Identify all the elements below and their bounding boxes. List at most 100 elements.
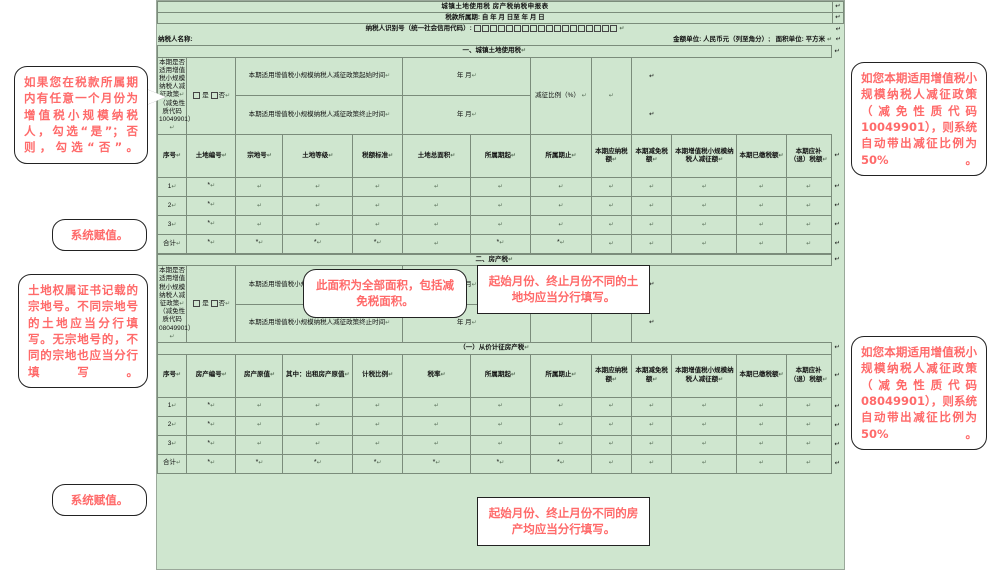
cell[interactable]: ↵ — [630, 415, 673, 436]
cell[interactable]: ↵ — [590, 434, 632, 455]
cell[interactable]: ↵ — [402, 434, 471, 455]
cell[interactable]: ↵ — [590, 176, 632, 197]
cell[interactable]: ↵ — [785, 415, 832, 436]
checkbox-yes[interactable] — [192, 91, 200, 99]
taxpayer-id-box[interactable] — [530, 25, 538, 33]
cell[interactable]: ↵ — [469, 195, 532, 216]
taxpayer-id-box[interactable] — [538, 25, 546, 33]
cell[interactable]: ↵ — [530, 434, 592, 455]
cell[interactable]: ↵ — [351, 434, 404, 455]
cell[interactable]: ↵ — [402, 195, 471, 216]
taxpayer-id-box[interactable] — [482, 25, 490, 33]
reduction-ratio-value[interactable]: ↵ — [590, 56, 632, 135]
cell[interactable]: ↵ — [785, 434, 832, 455]
cell[interactable]: ↵ — [469, 176, 532, 197]
cell[interactable]: ↵ — [469, 396, 532, 417]
cell[interactable]: ↵ — [671, 176, 738, 197]
taxpayer-id-box[interactable] — [602, 25, 610, 33]
taxpayer-id-box[interactable] — [570, 25, 578, 33]
cell[interactable]: ↵ — [351, 396, 404, 417]
cell[interactable]: ↵ — [530, 415, 592, 436]
cell[interactable]: ↵ — [785, 214, 832, 235]
cell[interactable]: ↵ — [469, 415, 532, 436]
cell[interactable]: ↵ — [235, 415, 284, 436]
taxpayer-id-box[interactable] — [586, 25, 594, 33]
cell[interactable]: ↵ — [282, 214, 353, 235]
cell[interactable]: ↵ — [736, 415, 787, 436]
taxpayer-id-box[interactable] — [506, 25, 514, 33]
cell[interactable]: ↵ — [282, 434, 353, 455]
taxpayer-id-box[interactable] — [490, 25, 498, 33]
cell[interactable]: ↵ — [235, 176, 284, 197]
cell[interactable]: ↵ — [785, 195, 832, 216]
cell[interactable]: ↵ — [282, 396, 353, 417]
checkbox-no[interactable] — [211, 91, 219, 99]
taxpayer-id-box[interactable] — [546, 25, 554, 33]
cell[interactable]: ↵ — [590, 214, 632, 235]
cell[interactable]: ↵ — [235, 195, 284, 216]
cell[interactable]: ↵ — [785, 396, 832, 417]
cell[interactable]: ↵ — [351, 214, 404, 235]
cell[interactable]: ↵ — [671, 214, 738, 235]
cell[interactable]: ↵ — [630, 434, 673, 455]
taxpayer-id-box[interactable] — [474, 25, 482, 33]
taxpayer-id-box[interactable] — [514, 25, 522, 33]
policy-choice[interactable]: 是 否↵ — [186, 56, 237, 135]
cell[interactable]: ↵ — [736, 214, 787, 235]
cell[interactable]: ↵ — [530, 176, 592, 197]
checkbox-yes[interactable] — [192, 299, 200, 307]
taxpayer-id-box[interactable] — [554, 25, 562, 33]
taxpayer-id-box[interactable] — [578, 25, 586, 33]
cell[interactable]: ↵ — [590, 415, 632, 436]
cell[interactable]: *↵ — [186, 434, 237, 455]
cell[interactable]: ↵ — [351, 415, 404, 436]
cell[interactable]: *↵ — [186, 214, 237, 235]
taxpayer-id-box[interactable] — [610, 25, 618, 33]
policy-choice[interactable]: 是 否↵ — [186, 265, 237, 344]
cell[interactable]: ↵ — [736, 434, 787, 455]
cell[interactable]: ↵ — [590, 396, 632, 417]
cell[interactable]: ↵ — [469, 434, 532, 455]
cell[interactable]: ↵ — [630, 195, 673, 216]
cell[interactable]: ↵ — [630, 214, 673, 235]
cell[interactable]: ↵ — [351, 195, 404, 216]
cell[interactable]: *↵ — [186, 396, 237, 417]
cell[interactable]: ↵ — [530, 396, 592, 417]
taxpayer-id-boxes[interactable] — [474, 25, 618, 33]
taxpayer-id-box[interactable] — [522, 25, 530, 33]
cell[interactable]: ↵ — [282, 195, 353, 216]
cell[interactable]: ↵ — [671, 415, 738, 436]
cell[interactable]: ↵ — [785, 176, 832, 197]
cell[interactable]: ↵ — [736, 195, 787, 216]
cell[interactable]: ↵ — [630, 176, 673, 197]
cell[interactable]: ↵ — [590, 195, 632, 216]
cell[interactable]: ↵ — [530, 195, 592, 216]
cell[interactable]: ↵ — [402, 176, 471, 197]
taxpayer-id-box[interactable] — [498, 25, 506, 33]
cell[interactable]: ↵ — [530, 214, 592, 235]
cell[interactable]: *↵ — [186, 195, 237, 216]
taxpayer-id-box[interactable] — [562, 25, 570, 33]
taxpayer-id-box[interactable] — [594, 25, 602, 33]
cell[interactable]: ↵ — [671, 396, 738, 417]
checkbox-no[interactable] — [211, 299, 219, 307]
cell[interactable]: ↵ — [671, 195, 738, 216]
policy-end-value[interactable]: 年 月↵ — [402, 95, 532, 135]
cell[interactable]: ↵ — [402, 415, 471, 436]
cell[interactable]: ↵ — [630, 396, 673, 417]
cell[interactable]: ↵ — [235, 396, 284, 417]
cell[interactable]: ↵ — [235, 214, 284, 235]
cell[interactable]: ↵ — [736, 176, 787, 197]
cell[interactable]: ↵ — [671, 434, 738, 455]
cell[interactable]: ↵ — [351, 176, 404, 197]
cell[interactable]: *↵ — [186, 415, 237, 436]
cell[interactable]: ↵ — [402, 396, 471, 417]
cell[interactable]: ↵ — [282, 176, 353, 197]
cell[interactable]: ↵ — [469, 214, 532, 235]
cell[interactable]: ↵ — [736, 396, 787, 417]
policy-start-value[interactable]: 年 月↵ — [402, 56, 532, 97]
cell[interactable]: ↵ — [235, 434, 284, 455]
cell[interactable]: *↵ — [186, 176, 237, 197]
cell[interactable]: ↵ — [402, 214, 471, 235]
cell[interactable]: ↵ — [282, 415, 353, 436]
